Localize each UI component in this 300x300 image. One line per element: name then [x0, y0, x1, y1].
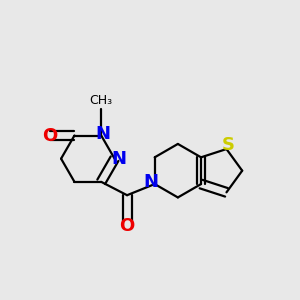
Text: O: O [42, 127, 58, 145]
Text: S: S [222, 136, 235, 154]
Text: N: N [143, 173, 158, 191]
Text: N: N [111, 150, 126, 168]
Text: N: N [96, 124, 111, 142]
Text: CH₃: CH₃ [90, 94, 113, 107]
Text: O: O [119, 217, 135, 235]
